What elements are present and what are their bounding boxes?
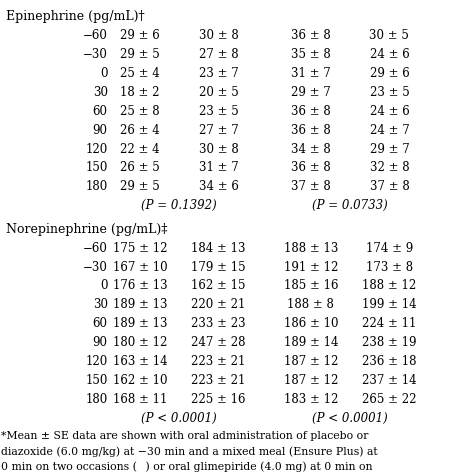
- Text: *Mean ± SE data are shown with oral administration of placebo or: *Mean ± SE data are shown with oral admi…: [1, 430, 369, 440]
- Text: −30: −30: [83, 48, 108, 61]
- Text: 60: 60: [92, 105, 108, 118]
- Text: (P = 0.0733): (P = 0.0733): [312, 199, 388, 212]
- Text: 180: 180: [85, 181, 108, 193]
- Text: 188 ± 13: 188 ± 13: [284, 242, 338, 255]
- Text: 224 ± 11: 224 ± 11: [362, 317, 417, 330]
- Text: 90: 90: [92, 336, 108, 349]
- Text: (P < 0.0001): (P < 0.0001): [312, 411, 388, 425]
- Text: 37 ± 8: 37 ± 8: [291, 181, 331, 193]
- Text: 163 ± 14: 163 ± 14: [113, 355, 167, 368]
- Text: 150: 150: [85, 374, 108, 387]
- Text: 22 ± 4: 22 ± 4: [120, 143, 160, 155]
- Text: 24 ± 6: 24 ± 6: [370, 105, 410, 118]
- Text: 34 ± 6: 34 ± 6: [199, 181, 238, 193]
- Text: 175 ± 12: 175 ± 12: [113, 242, 167, 255]
- Text: 31 ± 7: 31 ± 7: [291, 67, 331, 80]
- Text: 191 ± 12: 191 ± 12: [284, 261, 338, 273]
- Text: 173 ± 8: 173 ± 8: [366, 261, 413, 273]
- Text: 36 ± 8: 36 ± 8: [291, 124, 331, 137]
- Text: 199 ± 14: 199 ± 14: [362, 298, 417, 311]
- Text: 247 ± 28: 247 ± 28: [191, 336, 246, 349]
- Text: Epinephrine (pg/mL)†: Epinephrine (pg/mL)†: [6, 10, 145, 24]
- Text: 23 ± 5: 23 ± 5: [199, 105, 238, 118]
- Text: 30: 30: [92, 298, 108, 311]
- Text: 26 ± 5: 26 ± 5: [120, 162, 160, 174]
- Text: 233 ± 23: 233 ± 23: [191, 317, 246, 330]
- Text: 36 ± 8: 36 ± 8: [291, 105, 331, 118]
- Text: 162 ± 15: 162 ± 15: [191, 280, 246, 292]
- Text: 34 ± 8: 34 ± 8: [291, 143, 331, 155]
- Text: 0 min on two occasions (    ) or oral glimepiride (4.0 mg) at 0 min on: 0 min on two occasions ( ) or oral glime…: [1, 462, 373, 472]
- Text: 237 ± 14: 237 ± 14: [362, 374, 417, 387]
- Text: 23 ± 7: 23 ± 7: [199, 67, 238, 80]
- Text: 24 ± 6: 24 ± 6: [370, 48, 410, 61]
- Text: 36 ± 8: 36 ± 8: [291, 29, 331, 42]
- Text: 189 ± 14: 189 ± 14: [283, 336, 338, 349]
- Text: −60: −60: [83, 242, 108, 255]
- Text: 179 ± 15: 179 ± 15: [191, 261, 246, 273]
- Text: (P < 0.0001): (P < 0.0001): [141, 411, 217, 425]
- Text: 188 ± 8: 188 ± 8: [287, 298, 334, 311]
- Text: 30 ± 8: 30 ± 8: [199, 143, 238, 155]
- Text: 185 ± 16: 185 ± 16: [283, 280, 338, 292]
- Text: −60: −60: [83, 29, 108, 42]
- Text: (P = 0.1392): (P = 0.1392): [141, 199, 217, 212]
- Text: 27 ± 8: 27 ± 8: [199, 48, 238, 61]
- Text: 189 ± 13: 189 ± 13: [113, 317, 167, 330]
- Text: 31 ± 7: 31 ± 7: [199, 162, 238, 174]
- Text: 29 ± 7: 29 ± 7: [370, 143, 410, 155]
- Text: 29 ± 7: 29 ± 7: [291, 86, 331, 99]
- Text: 32 ± 8: 32 ± 8: [370, 162, 409, 174]
- Text: 183 ± 12: 183 ± 12: [284, 393, 338, 406]
- Text: 186 ± 10: 186 ± 10: [283, 317, 338, 330]
- Text: 20 ± 5: 20 ± 5: [199, 86, 238, 99]
- Text: 30 ± 5: 30 ± 5: [370, 29, 410, 42]
- Text: 150: 150: [85, 162, 108, 174]
- Text: 162 ± 10: 162 ± 10: [113, 374, 167, 387]
- Text: 0: 0: [100, 280, 108, 292]
- Text: 18 ± 2: 18 ± 2: [120, 86, 160, 99]
- Text: 223 ± 21: 223 ± 21: [191, 374, 246, 387]
- Text: 187 ± 12: 187 ± 12: [284, 374, 338, 387]
- Text: 29 ± 5: 29 ± 5: [120, 48, 160, 61]
- Text: 223 ± 21: 223 ± 21: [191, 355, 246, 368]
- Text: 168 ± 11: 168 ± 11: [113, 393, 167, 406]
- Text: 220 ± 21: 220 ± 21: [191, 298, 246, 311]
- Text: 25 ± 8: 25 ± 8: [120, 105, 160, 118]
- Text: 0: 0: [100, 67, 108, 80]
- Text: 184 ± 13: 184 ± 13: [191, 242, 246, 255]
- Text: 188 ± 12: 188 ± 12: [362, 280, 417, 292]
- Text: 187 ± 12: 187 ± 12: [284, 355, 338, 368]
- Text: 24 ± 7: 24 ± 7: [370, 124, 410, 137]
- Text: 180: 180: [85, 393, 108, 406]
- Text: 35 ± 8: 35 ± 8: [291, 48, 331, 61]
- Text: 176 ± 13: 176 ± 13: [113, 280, 167, 292]
- Text: 29 ± 6: 29 ± 6: [120, 29, 160, 42]
- Text: 120: 120: [85, 355, 108, 368]
- Text: 23 ± 5: 23 ± 5: [370, 86, 410, 99]
- Text: 30: 30: [92, 86, 108, 99]
- Text: 29 ± 5: 29 ± 5: [120, 181, 160, 193]
- Text: 37 ± 8: 37 ± 8: [370, 181, 410, 193]
- Text: Norepinephrine (pg/mL)‡: Norepinephrine (pg/mL)‡: [6, 223, 167, 236]
- Text: 236 ± 18: 236 ± 18: [362, 355, 417, 368]
- Text: 29 ± 6: 29 ± 6: [370, 67, 410, 80]
- Text: 189 ± 13: 189 ± 13: [113, 298, 167, 311]
- Text: 174 ± 9: 174 ± 9: [366, 242, 413, 255]
- Text: diazoxide (6.0 mg/kg) at −30 min and a mixed meal (Ensure Plus) at: diazoxide (6.0 mg/kg) at −30 min and a m…: [1, 446, 378, 456]
- Text: 167 ± 10: 167 ± 10: [113, 261, 167, 273]
- Text: 120: 120: [85, 143, 108, 155]
- Text: 60: 60: [92, 317, 108, 330]
- Text: 225 ± 16: 225 ± 16: [191, 393, 246, 406]
- Text: 25 ± 4: 25 ± 4: [120, 67, 160, 80]
- Text: 180 ± 12: 180 ± 12: [113, 336, 167, 349]
- Text: 30 ± 8: 30 ± 8: [199, 29, 238, 42]
- Text: 36 ± 8: 36 ± 8: [291, 162, 331, 174]
- Text: 27 ± 7: 27 ± 7: [199, 124, 238, 137]
- Text: 26 ± 4: 26 ± 4: [120, 124, 160, 137]
- Text: 265 ± 22: 265 ± 22: [362, 393, 417, 406]
- Text: −30: −30: [83, 261, 108, 273]
- Text: 238 ± 19: 238 ± 19: [362, 336, 417, 349]
- Text: 90: 90: [92, 124, 108, 137]
